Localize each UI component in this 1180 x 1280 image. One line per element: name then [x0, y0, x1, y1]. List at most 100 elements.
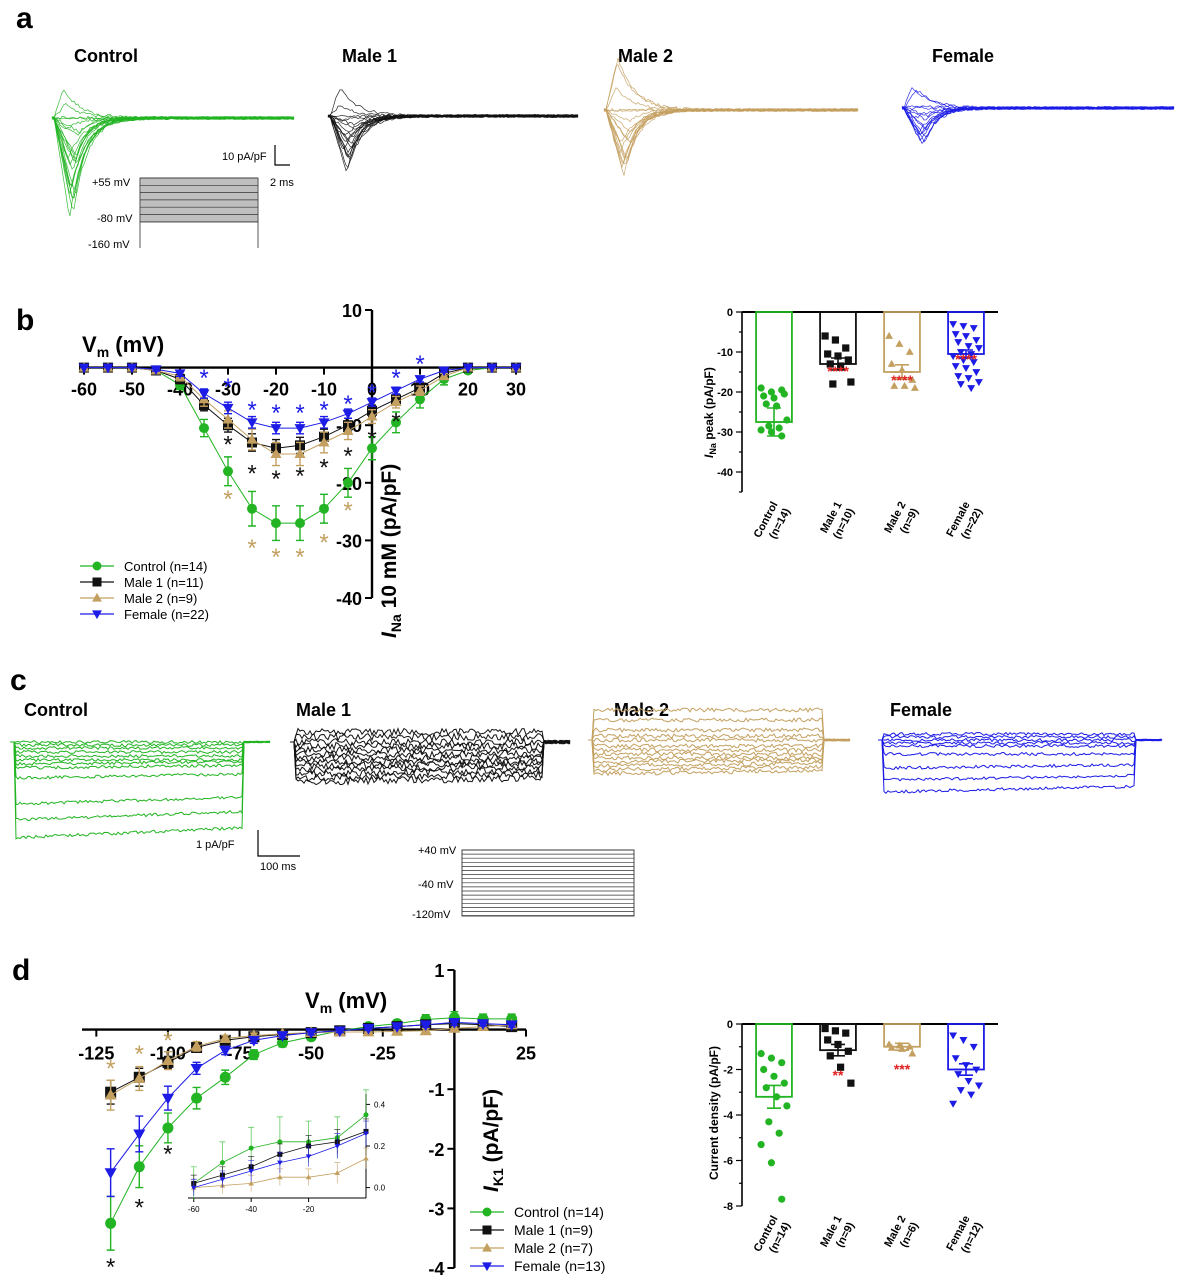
- significance-star-male2: *: [295, 544, 304, 571]
- category-label-male1: Male 1(n=9): [818, 1213, 857, 1255]
- inset-point-female: [305, 1154, 312, 1160]
- x-tick-label: -75: [227, 1044, 253, 1064]
- scatter-point-male2: [898, 365, 906, 373]
- ik1-current-traces: [10, 707, 1163, 840]
- trace-female: [878, 738, 1163, 782]
- scatter-point-female: [956, 1087, 965, 1095]
- data-point-female: [294, 424, 306, 434]
- scatter-point-female: [949, 1100, 958, 1108]
- trace-male1: [327, 113, 579, 158]
- b-iv-ylabel-sub: Na: [388, 614, 404, 632]
- y-tick-label: 10: [342, 301, 362, 321]
- scatter-point-female: [969, 359, 978, 367]
- significance-male1: ****: [827, 363, 849, 379]
- scatter-point-female: [959, 1037, 968, 1045]
- category-label-male2: Male 2(n=9): [882, 499, 921, 541]
- inset-point-male2: [334, 1170, 341, 1176]
- scatter-point-male1: [824, 350, 832, 358]
- data-point-male2: [133, 1072, 146, 1083]
- trace-female: [878, 738, 1163, 746]
- data-point-female: [462, 363, 474, 374]
- data-point-male2: [270, 448, 282, 458]
- data-point-male2: [390, 396, 402, 407]
- inset-point-control: [219, 1160, 225, 1166]
- scatter-point-control: [767, 428, 776, 436]
- data-point-control: [133, 1161, 145, 1173]
- data-point-control: [343, 477, 353, 488]
- inset-x-tick-label: -40: [245, 1205, 257, 1214]
- data-point-female: [246, 418, 258, 429]
- data-point-control: [162, 1122, 174, 1134]
- legend-label-male2: Male 2 (n=7): [514, 1240, 593, 1256]
- trace-female: [901, 106, 1175, 143]
- scatter-point-female: [951, 1055, 960, 1063]
- y-tick-label: -4: [428, 1259, 444, 1279]
- y-tick-label: -4: [723, 1110, 734, 1122]
- scatter-point-control: [757, 426, 765, 434]
- category-label-control: Control(n=14): [752, 499, 793, 546]
- y-tick-label: -2: [428, 1140, 444, 1160]
- scatter-point-control: [765, 1118, 773, 1126]
- scatter-point-female: [972, 1066, 981, 1074]
- data-point-female: [318, 418, 330, 429]
- trace-male2: [603, 108, 859, 165]
- category-label-control: Control(n=14): [752, 1213, 793, 1260]
- x-tick-label: -125: [78, 1044, 114, 1064]
- significance-star-male2: *: [271, 544, 280, 571]
- scatter-point-female: [972, 369, 981, 377]
- trace-male1: [327, 113, 579, 157]
- scatter-point-male1: [834, 352, 842, 360]
- protocol-label-high-c: +40 mV: [418, 845, 457, 857]
- scatter-point-male1: [836, 362, 845, 370]
- scatter-point-male2: [905, 347, 914, 355]
- data-point-male2: [366, 410, 378, 421]
- data-point-control: [367, 443, 377, 454]
- d-iv-xlabel-unit: (mV): [332, 988, 387, 1013]
- ina-peak-bar-chart: INa peak (pA/pF) 0 -10 -20 -30 -40 Control(n=…: [702, 307, 998, 546]
- data-point-control: [319, 503, 329, 514]
- data-point-female: [219, 1046, 232, 1057]
- trace-male1: [290, 732, 571, 745]
- scatter-point-male2: [905, 1042, 914, 1050]
- significance-star-male1: *: [391, 408, 400, 435]
- data-point-female: [419, 1020, 432, 1032]
- trace-control: [10, 739, 271, 745]
- data-point-male2: [104, 1088, 117, 1100]
- scatter-point-male1: [821, 332, 829, 340]
- trace-male1: [290, 739, 571, 786]
- legend-label-female: Female (n=13): [514, 1258, 605, 1274]
- b-iv-ylabel-main: I: [378, 631, 401, 638]
- trace-male1: [327, 89, 579, 118]
- x-tick-label: -60: [71, 380, 97, 400]
- data-point-female: [102, 363, 114, 374]
- d-iv-ylabel-main: I: [480, 1185, 503, 1192]
- significance-star-female: *: [343, 391, 352, 418]
- significance-star-male2: *: [163, 1028, 172, 1055]
- inset-point-male2: [248, 1180, 254, 1186]
- y-tick-label: -3: [428, 1199, 444, 1219]
- data-point-male2: [318, 436, 330, 447]
- scatter-point-female: [949, 1032, 958, 1040]
- significance-star-male1: *: [271, 466, 280, 493]
- inset-x-tick-label: -20: [303, 1205, 315, 1214]
- panel-label-c: c: [10, 664, 27, 697]
- protocol-label-mid-c: -40 mV: [418, 879, 454, 891]
- trace-control: [10, 740, 270, 755]
- legend-marker-control: [92, 561, 102, 571]
- significance-star-female: *: [271, 400, 280, 427]
- trace-female: [878, 734, 1163, 742]
- y-tick-label: 1: [434, 961, 444, 981]
- bar-male2: [883, 311, 921, 373]
- scatter-point-control: [772, 1093, 781, 1101]
- inset-point-female: [248, 1168, 254, 1174]
- y-tick-label: -40: [336, 589, 362, 609]
- scatter-point-male1: [831, 336, 840, 344]
- scatter-point-female: [972, 337, 981, 345]
- inset-point-control: [277, 1139, 283, 1145]
- data-point-male2: [219, 1032, 232, 1043]
- scatter-point-control: [770, 1072, 778, 1080]
- inset-point-female: [190, 1185, 197, 1191]
- y-tick-label: -30: [717, 427, 733, 439]
- data-point-female: [414, 375, 426, 385]
- legend-label-male1: Male 1 (n=11): [124, 575, 204, 590]
